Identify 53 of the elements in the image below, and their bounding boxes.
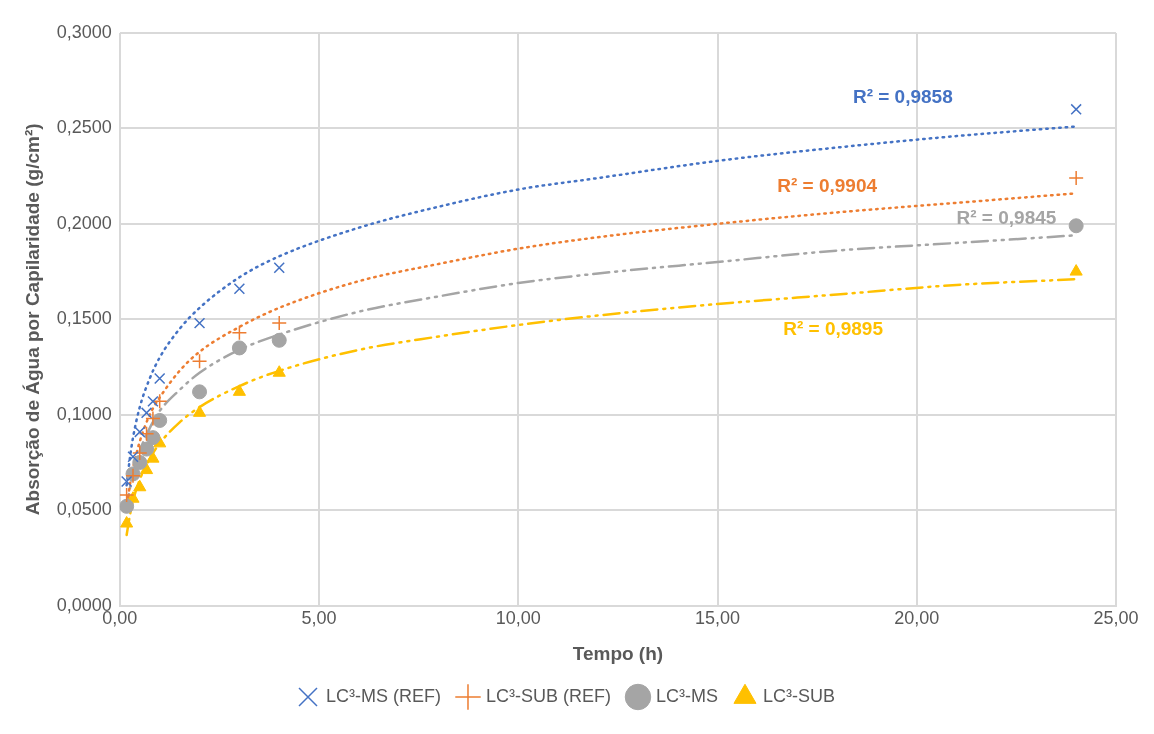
y-axis-title: Absorção de Água por Capilaridade (g/cm²)	[21, 123, 43, 516]
point	[231, 340, 247, 356]
legend-label: LC³-SUB	[762, 685, 835, 706]
point	[271, 332, 287, 348]
annotation: R² = 0,9904	[777, 175, 878, 197]
point	[1068, 218, 1084, 234]
line-series	[125, 125, 1078, 487]
point	[132, 445, 148, 461]
y-tick-label: 0,3000	[56, 21, 112, 42]
point	[120, 475, 133, 488]
point	[119, 498, 135, 514]
point	[119, 487, 135, 503]
point	[273, 262, 285, 274]
y-tick-label: 0,2000	[56, 212, 112, 233]
point	[1070, 103, 1082, 116]
annotation: R² = 0,9895	[783, 318, 884, 340]
legend-label: LC³-MS	[655, 685, 718, 706]
point	[134, 426, 146, 438]
point	[193, 317, 206, 329]
y-tick-label: 0,0500	[56, 499, 112, 520]
point	[120, 516, 134, 528]
point	[147, 395, 159, 408]
point	[271, 315, 287, 331]
point	[127, 451, 139, 463]
point	[232, 384, 246, 396]
point	[233, 283, 246, 295]
point	[138, 426, 155, 442]
point	[192, 384, 208, 400]
point	[152, 412, 168, 428]
x-tick-label: 20,00	[894, 608, 940, 629]
point	[1069, 264, 1083, 276]
x-tick-label: 5,00	[301, 608, 337, 629]
annotation: R² = 0,9858	[852, 85, 953, 107]
point	[140, 407, 153, 419]
x-tick-label: 25,00	[1093, 608, 1139, 629]
point	[272, 365, 286, 377]
point	[146, 451, 160, 463]
legend-label: LC³-MS (REF)	[326, 685, 441, 706]
point	[192, 405, 207, 417]
x-axis-title: Tempo (h)	[572, 642, 664, 664]
point	[191, 353, 208, 370]
annotation: R² = 0,9845	[956, 207, 1057, 229]
legend-label: LC³-SUB (REF)	[485, 685, 611, 706]
y-tick-label: 0,1000	[56, 403, 112, 424]
point	[154, 372, 166, 385]
y-tick-label: 0,2500	[56, 117, 112, 138]
point	[133, 479, 147, 492]
x-tick-label: 15,00	[695, 608, 741, 629]
point	[231, 324, 248, 341]
point	[1068, 170, 1084, 186]
x-tick-label: 10,00	[495, 608, 541, 629]
y-tick-label: 0,1500	[56, 308, 112, 329]
point	[145, 410, 161, 427]
